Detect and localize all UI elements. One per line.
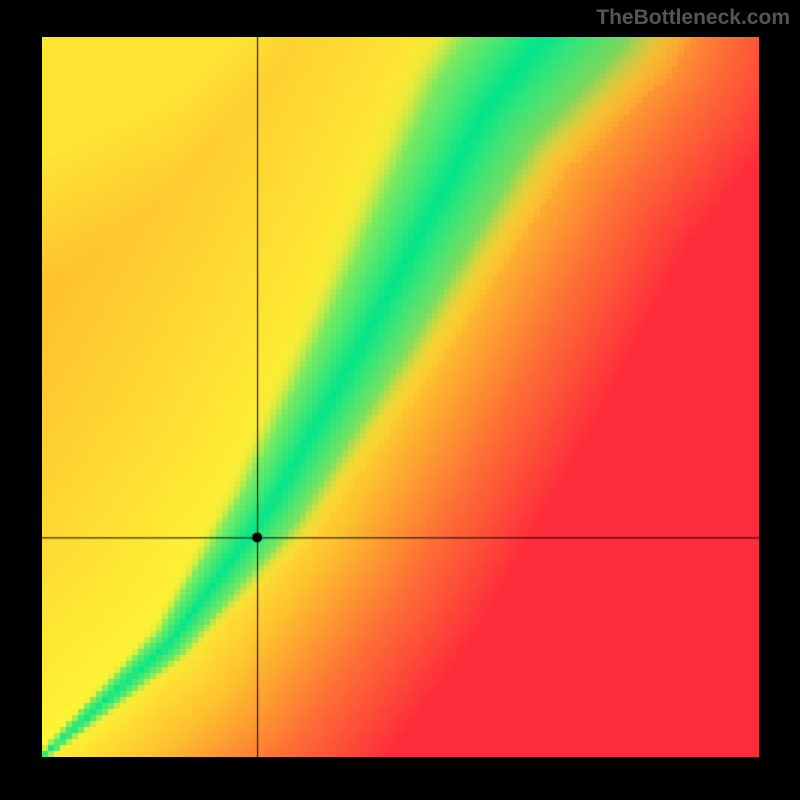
- watermark-text: TheBottleneck.com: [596, 6, 790, 30]
- bottleneck-heatmap-frame: TheBottleneck.com: [0, 0, 800, 800]
- heatmap-canvas: [42, 37, 759, 757]
